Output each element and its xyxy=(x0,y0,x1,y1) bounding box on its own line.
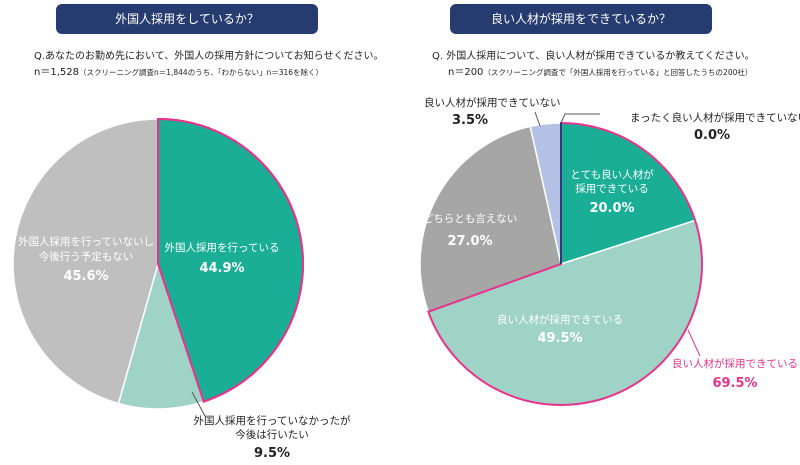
right-chart-title: 良い人材が採用をできているか？ xyxy=(450,4,712,34)
slice-label: どちらとも言えない xyxy=(423,212,518,225)
slice-label: とても良い人材が xyxy=(570,168,654,181)
group-value: 69.5% xyxy=(712,376,757,391)
slice-label: 今後は行いたい xyxy=(235,428,309,441)
pie-slice xyxy=(117,261,205,410)
slice-label: まったく良い人材が採用できていない xyxy=(630,111,800,124)
slice-label: 外国人採用を行っていなかったが xyxy=(194,414,351,427)
pie-slice-highlight xyxy=(157,117,304,403)
left-n-main: n＝1,528 xyxy=(34,67,79,78)
slice-value: 49.5% xyxy=(537,331,582,346)
slice-value: 9.5% xyxy=(254,446,290,461)
slice-value: 0.0% xyxy=(694,128,730,143)
slice-label: 今後行う予定もない xyxy=(39,250,134,263)
slice-value: 44.9% xyxy=(199,261,244,276)
leader-line xyxy=(687,329,701,357)
group-label: 良い人材が採用できている xyxy=(672,357,798,370)
left-chart-title: 外国人採用をしているか？ xyxy=(56,4,318,34)
pie-group-highlight xyxy=(427,121,703,406)
slice-label: 良い人材が採用できていない xyxy=(424,96,561,109)
right-n-note: （スクリーニング調査で「外国人採用を行っている」と回答したうちの200社） xyxy=(483,68,753,77)
leader-line xyxy=(191,391,206,417)
slice-label: 外国人採用を行っている xyxy=(165,241,280,254)
slice-label: 採用できている xyxy=(575,182,649,195)
slice-value: 20.0% xyxy=(589,201,634,216)
left-question: Q.あなたのお勤め先において、外国人の採用方針についてお知らせください。 xyxy=(34,51,384,62)
right-question: Q. 外国人採用について、良い人材が採用できているか教えてください。 xyxy=(432,51,755,62)
slice-value: 45.6% xyxy=(63,269,108,284)
slice-label: 外国人採用を行っていないし xyxy=(18,235,154,248)
right-n-main: n＝200 xyxy=(448,67,484,78)
slice-value: 27.0% xyxy=(447,234,492,249)
pie-slice xyxy=(12,118,159,405)
leader-line xyxy=(560,113,600,124)
slice-label: 良い人材が採用できている xyxy=(497,313,623,326)
leader-line xyxy=(534,111,541,127)
right-sample-size: n＝200（スクリーニング調査で「外国人採用を行っている」と回答したうちの200… xyxy=(448,63,752,78)
pie-slice xyxy=(419,125,562,313)
left-sample-size: n＝1,528（スクリーニング調査n＝1,844のうち、「わからない」n＝316… xyxy=(34,63,323,78)
left-n-note: （スクリーニング調査n＝1,844のうち、「わからない」n＝316を除く） xyxy=(78,68,324,77)
slice-value: 3.5% xyxy=(452,113,488,128)
